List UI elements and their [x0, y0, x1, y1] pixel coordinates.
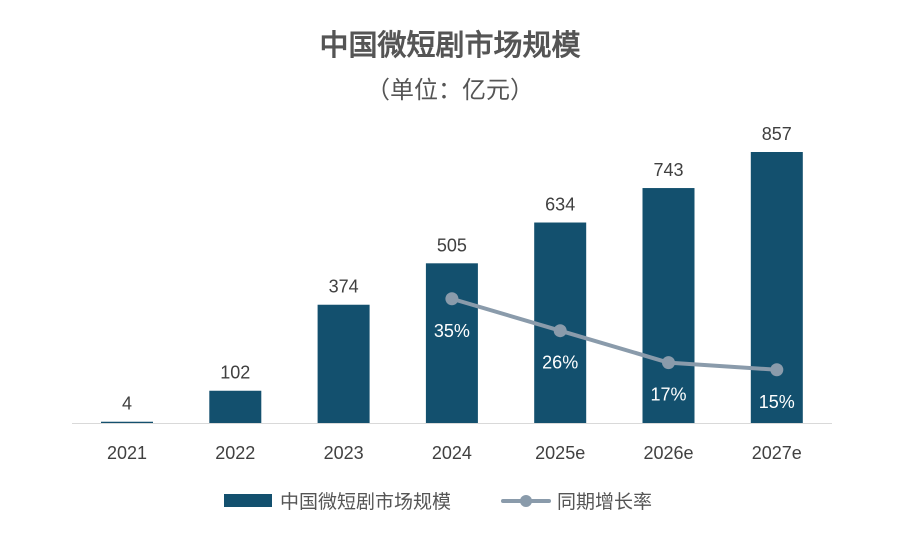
bar-2025e	[534, 222, 587, 423]
bar-2026e	[642, 188, 695, 423]
bar-label-2024: 505	[437, 235, 467, 255]
legend: 中国微短剧市场规模 同期增长率	[224, 487, 652, 514]
x-tick-2023: 2023	[324, 443, 364, 463]
bar-label-2025e: 634	[545, 195, 575, 215]
growth-line	[451, 296, 777, 372]
growth-label-2025e: 26%	[542, 353, 578, 373]
growth-point-2027e	[770, 363, 784, 377]
growth-label-2024: 35%	[434, 321, 470, 341]
x-tick-2025e: 2025e	[535, 443, 585, 463]
growth-point-2025e	[553, 324, 567, 338]
legend-bar-swatch	[224, 494, 272, 507]
bar-label-2023: 374	[329, 277, 359, 297]
growth-label-2027e: 15%	[759, 392, 795, 412]
growth-label-2026e: 17%	[650, 385, 686, 405]
chart-title: 中国微短剧市场规模	[319, 28, 581, 62]
legend-label-growth: 同期增长率	[557, 491, 653, 513]
bar-label-2022: 102	[220, 363, 250, 383]
bar-2023	[317, 304, 370, 423]
growth-point-2024	[445, 292, 459, 306]
legend-line-swatch	[501, 494, 552, 507]
legend-label-market: 中国微短剧市场规模	[280, 491, 452, 513]
x-tick-2024: 2024	[432, 443, 472, 463]
bar-2024	[425, 263, 478, 423]
chart-subtitle: （单位：亿元）	[366, 76, 534, 104]
bar-label-2027e: 857	[762, 124, 792, 144]
bar-2022	[209, 390, 262, 423]
bar-label-2026e: 743	[653, 160, 683, 180]
x-tick-2027e: 2027e	[752, 443, 802, 463]
x-tick-2026e: 2026e	[643, 443, 693, 463]
bar-2021	[101, 421, 153, 423]
x-tick-2022: 2022	[215, 443, 255, 463]
growth-point-2026e	[662, 356, 675, 370]
bar-2027e	[750, 152, 803, 423]
bar-label-2021: 4	[122, 394, 132, 414]
x-tick-2021: 2021	[107, 443, 147, 463]
